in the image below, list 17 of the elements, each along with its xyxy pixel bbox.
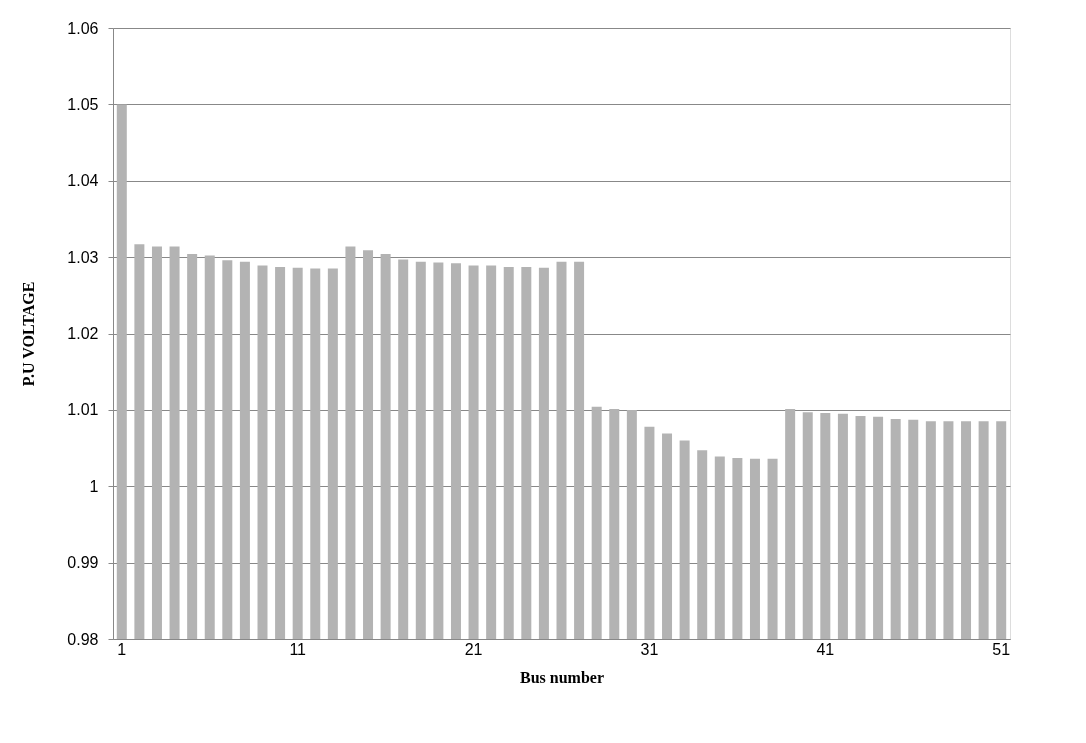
x-tick-label: 21 bbox=[464, 640, 483, 658]
y-tick-label: 1.04 bbox=[67, 172, 99, 190]
y-axis-title: P.U VOLTAGE bbox=[20, 281, 38, 387]
y-tick-label: 1 bbox=[89, 477, 99, 495]
y-tick-label: 1.01 bbox=[67, 401, 99, 419]
x-tick-label: 51 bbox=[992, 640, 1011, 658]
y-tick-label: 1.05 bbox=[67, 95, 99, 113]
y-tick-label: 1.02 bbox=[67, 325, 99, 342]
y-tick-label: 0.98 bbox=[67, 630, 99, 648]
x-tick-label: 31 bbox=[640, 640, 659, 658]
x-tick-label: 1 bbox=[117, 640, 127, 658]
x-axis-title: Bus number bbox=[519, 668, 605, 686]
y-tick-label: 0.99 bbox=[67, 554, 99, 572]
x-tick-label: 11 bbox=[289, 640, 307, 658]
y-tick-label: 1.03 bbox=[67, 248, 99, 266]
x-tick-label: 41 bbox=[816, 640, 835, 658]
y-tick-label: 1.06 bbox=[67, 19, 99, 37]
